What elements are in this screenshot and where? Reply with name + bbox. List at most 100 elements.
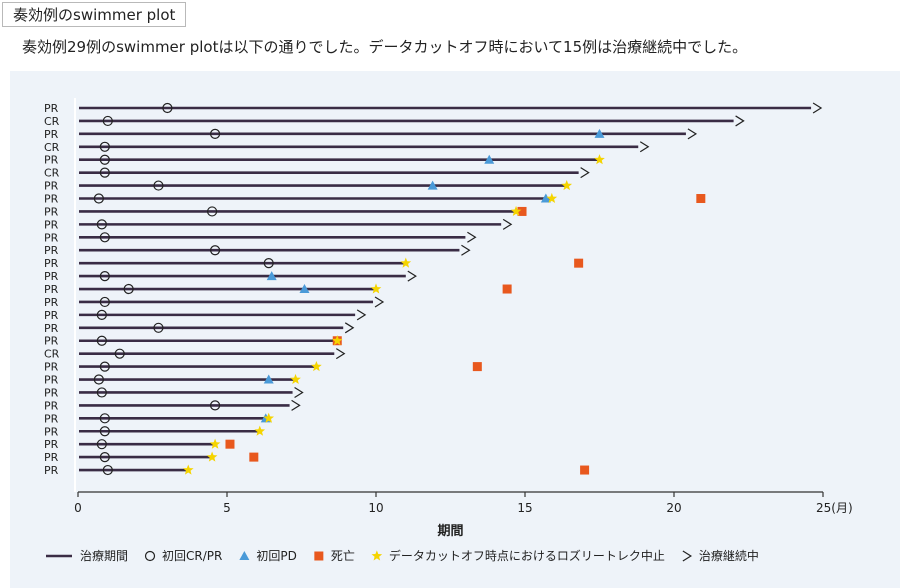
row-label: PR: [44, 257, 59, 270]
legend-item-circle: 初回CR/PR: [144, 549, 222, 563]
patient-row-18: [79, 322, 355, 334]
row-label: PR: [44, 374, 59, 387]
ongoing-arrow: [291, 399, 301, 411]
x-tick-label: 15: [517, 501, 532, 515]
patient-row-23: [79, 386, 304, 398]
legend-label: データカットオフ時点におけるロズリートレク中止: [389, 548, 665, 563]
first-response-marker: [99, 167, 110, 178]
first-response-marker: [209, 128, 221, 139]
patient-row-7: [79, 179, 573, 191]
first-response-marker: [93, 193, 104, 204]
row-label: PR: [44, 218, 59, 231]
ongoing-arrow: [335, 348, 346, 360]
page-subtitle: 奏効例29例のswimmer plotは以下の通りでした。データカットオフ時にお…: [22, 38, 748, 56]
x-tick-label: 20: [666, 501, 681, 515]
patient-row-25: [79, 412, 275, 424]
row-label: PR: [44, 102, 59, 115]
discontinuation-marker: [561, 179, 573, 191]
pd-marker: [594, 128, 605, 138]
legend-arrow-swatch: [682, 550, 693, 562]
row-label: CR: [44, 115, 60, 128]
discontinuation-marker: [331, 335, 343, 346]
death-marker: [574, 258, 584, 268]
discontinuation-marker: [594, 154, 605, 165]
ongoing-arrow: [344, 322, 355, 334]
death-marker: [580, 465, 590, 475]
first-response-marker: [93, 374, 104, 385]
row-label: CR: [44, 348, 60, 361]
patient-row-5: [79, 154, 605, 165]
row-label: PR: [44, 335, 59, 348]
legend-label: 死亡: [331, 549, 355, 563]
pd-marker: [299, 284, 310, 294]
ongoing-arrow: [502, 218, 513, 230]
row-label: PR: [44, 309, 59, 322]
page-title: 奏効例のswimmer plot: [2, 2, 187, 27]
legend-item-square: 死亡: [314, 549, 355, 563]
patient-row-29: [79, 464, 590, 476]
row-label: PR: [44, 322, 59, 335]
patient-row-10: [79, 218, 513, 230]
patient-row-6: [79, 167, 590, 179]
pd-marker: [484, 154, 495, 164]
legend-label: 治療期間: [80, 549, 128, 563]
row-label: CR: [44, 141, 60, 154]
pd-marker: [266, 271, 277, 281]
row-label: PR: [44, 399, 59, 412]
discontinuation-marker: [400, 257, 412, 268]
patient-row-27: [79, 438, 235, 450]
first-response-marker: [209, 245, 221, 256]
patient-row-13: [79, 257, 584, 269]
first-response-marker: [99, 141, 110, 152]
first-response-marker: [96, 387, 107, 398]
ongoing-arrow: [812, 102, 823, 114]
discontinuation-marker: [254, 425, 266, 436]
ongoing-arrow: [580, 167, 590, 179]
first-response-marker: [99, 296, 110, 308]
first-response-marker: [114, 348, 125, 359]
row-label: PR: [44, 270, 59, 283]
legend-star-swatch: [371, 550, 383, 561]
row-label: PR: [44, 412, 59, 425]
patient-row-9: [79, 205, 527, 217]
discontinuation-marker: [311, 361, 322, 372]
discontinuation-marker: [209, 438, 221, 449]
discontinuation-marker: [370, 283, 382, 294]
patient-row-4: [79, 141, 650, 153]
first-response-marker: [99, 426, 110, 437]
first-response-marker: [99, 270, 110, 282]
first-response-marker: [207, 206, 218, 217]
discontinuation-marker: [290, 373, 301, 385]
first-response-marker: [99, 361, 110, 372]
first-response-marker: [123, 283, 134, 295]
legend-item-arrow: 治療継続中: [682, 548, 759, 563]
x-tick-label: 25(月): [816, 501, 853, 515]
row-label: PR: [44, 296, 59, 309]
ongoing-arrow: [687, 128, 698, 140]
patient-row-14: [79, 270, 417, 282]
patient-row-26: [79, 425, 266, 437]
patient-row-22: [79, 373, 301, 385]
first-response-marker: [96, 219, 107, 230]
patient-row-16: [79, 296, 385, 308]
first-response-marker: [263, 258, 274, 269]
patient-row-28: [79, 451, 259, 463]
legend-triangle-swatch: [239, 551, 250, 560]
row-label: PR: [44, 438, 59, 451]
legend-item-bar: 治療期間: [46, 549, 128, 563]
patient-row-1: [79, 102, 823, 114]
ongoing-arrow: [374, 296, 385, 308]
first-response-marker: [162, 102, 173, 114]
first-response-marker: [153, 322, 164, 333]
discontinuation-marker: [206, 451, 218, 462]
patient-row-2: [79, 115, 745, 127]
discontinuation-marker: [263, 412, 275, 423]
row-label: PR: [44, 451, 59, 464]
legend: 治療期間 初回CR/PR 初回PD 死亡 データカットオフ時点におけるロズリートレク中止…: [46, 548, 759, 563]
patient-row-19: [79, 335, 343, 346]
legend-item-star: データカットオフ時点におけるロズリートレク中止: [371, 548, 665, 563]
row-label: PR: [44, 425, 59, 438]
row-label: PR: [44, 464, 59, 477]
death-marker: [225, 439, 235, 449]
legend-square-swatch: [314, 551, 324, 561]
